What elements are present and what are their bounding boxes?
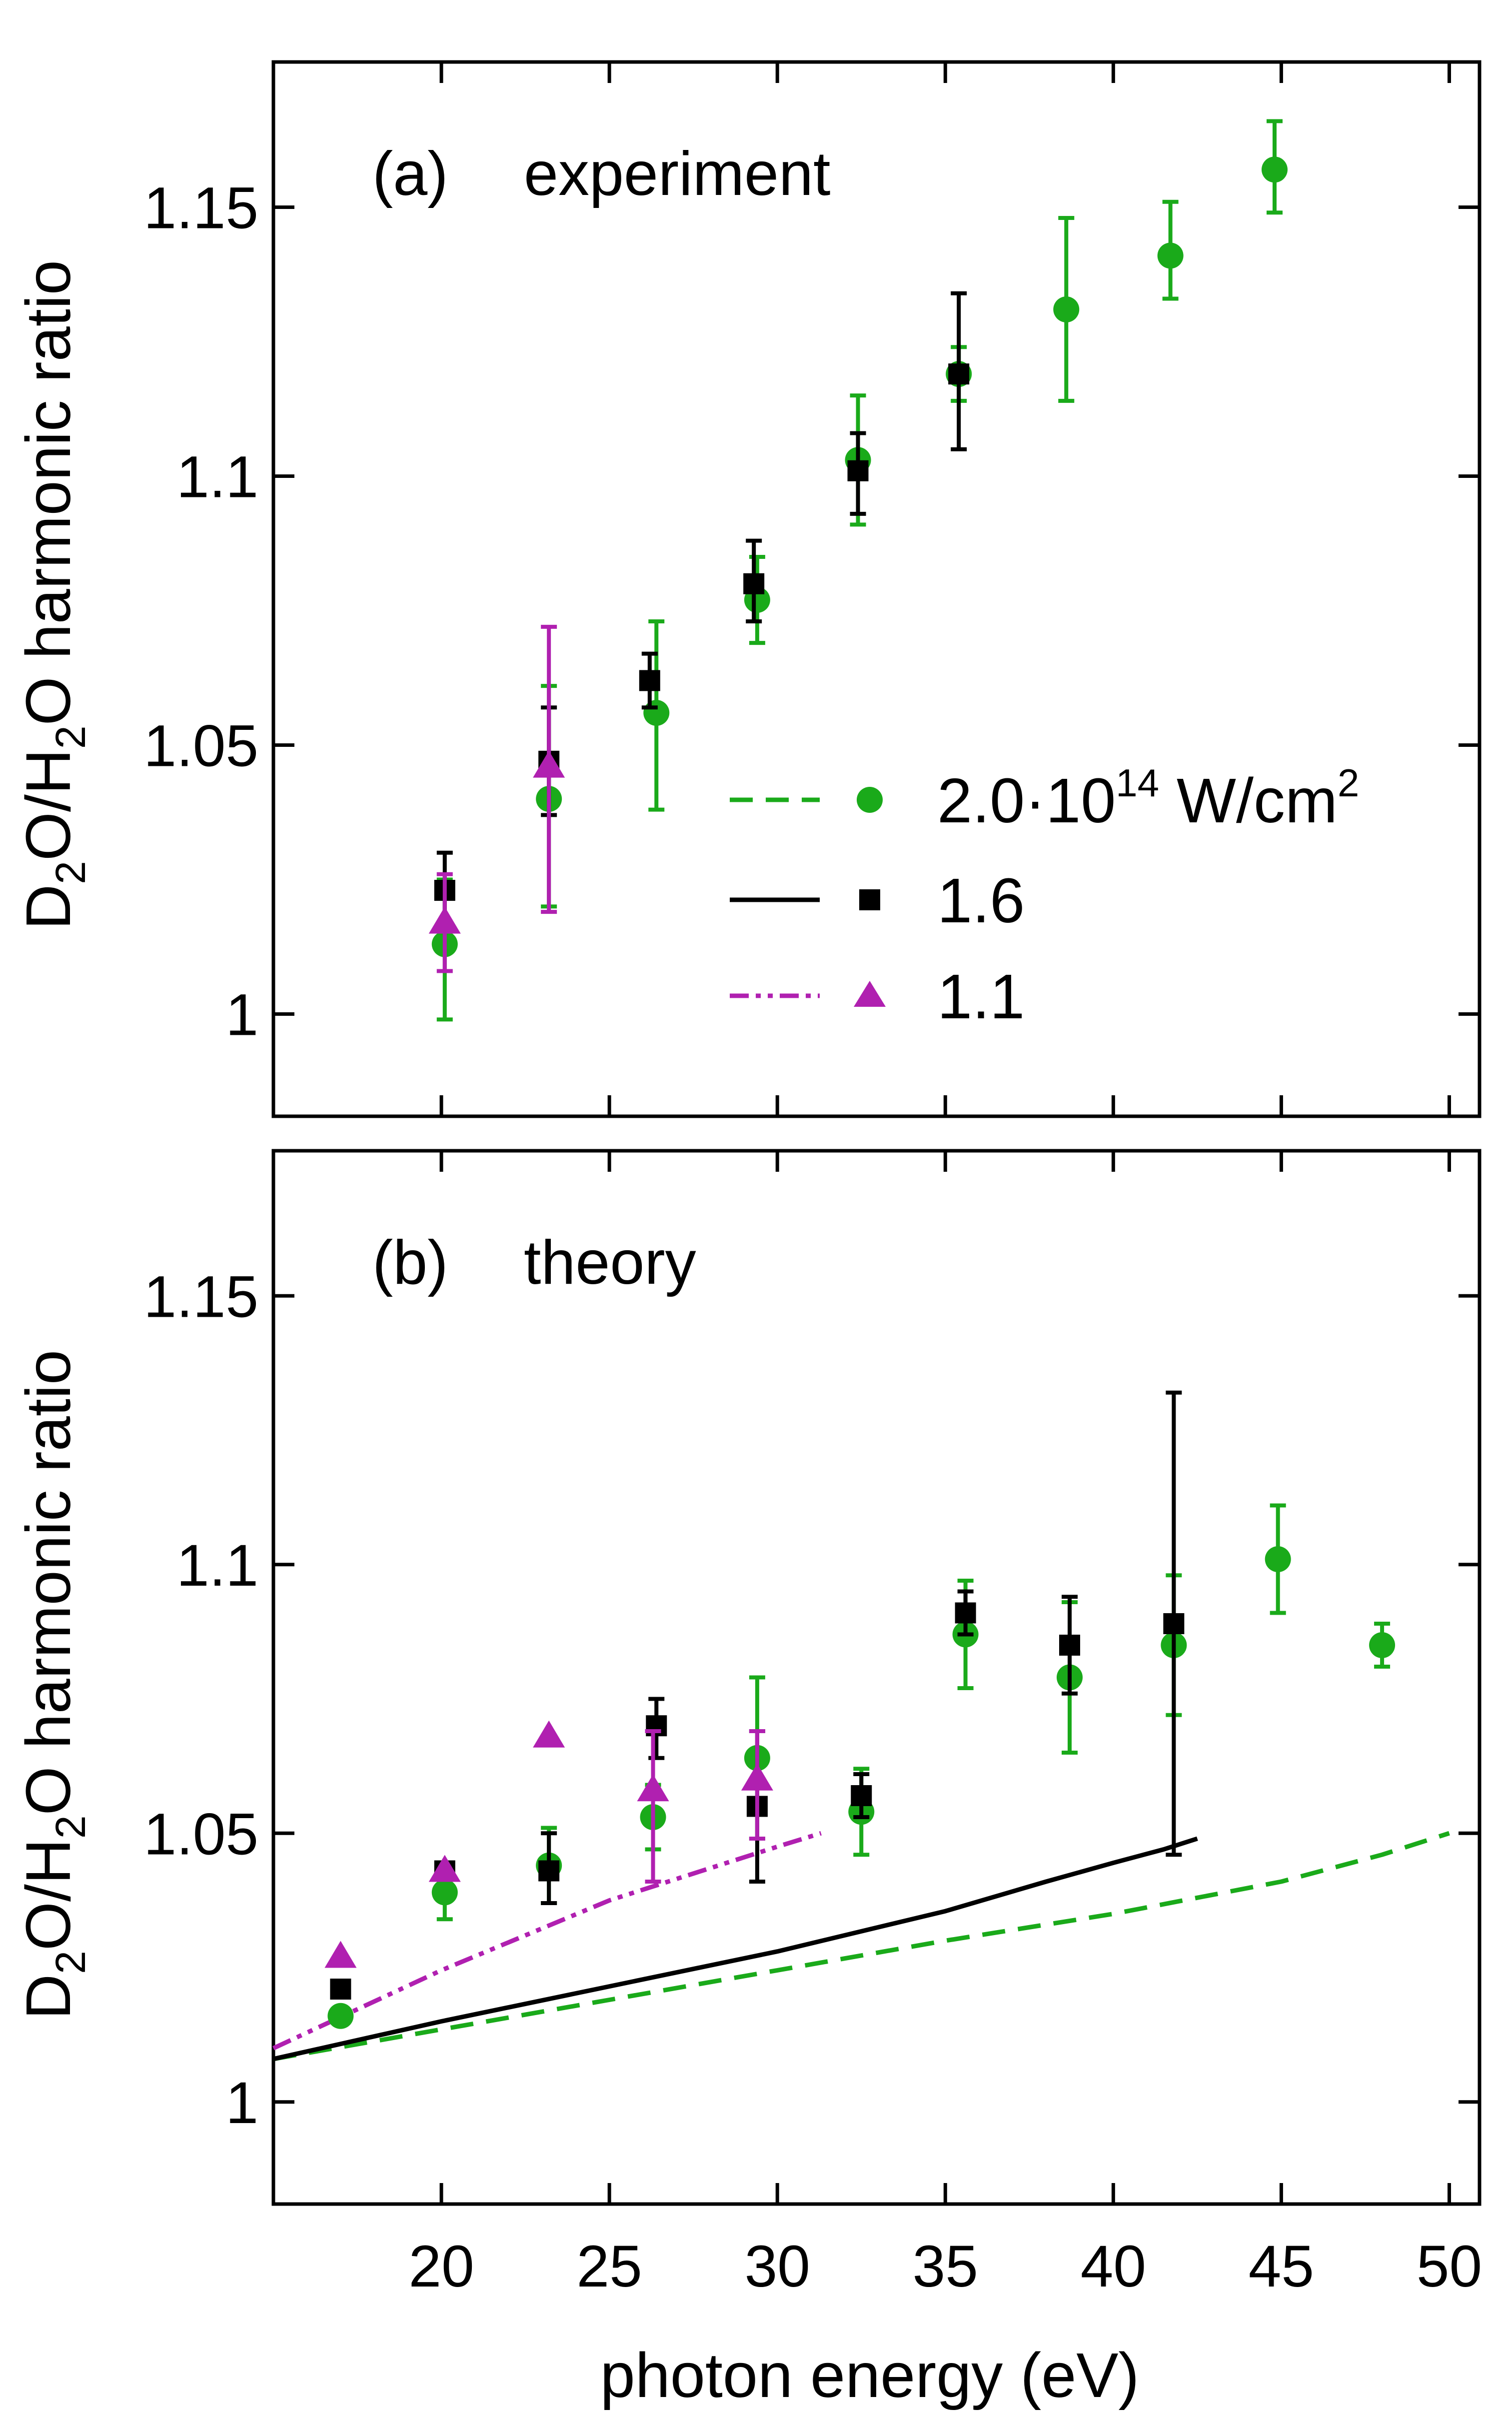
point-1.6 (330, 1979, 351, 2000)
axis-ticks-b: 1 1.05 1.1 1.15 20 25 30 35 40 45 50 (143, 1151, 1482, 2300)
y-tick-label: 1 (225, 2070, 258, 2136)
ylabel-mid-b: O/H (13, 1839, 83, 1951)
point-2.0 (1157, 242, 1184, 269)
point-1.1 (533, 750, 565, 778)
curve-2.0 (273, 1831, 1450, 2062)
x-axis-title: photon energy (eV) (600, 2340, 1140, 2411)
point-2.0 (431, 1879, 458, 1906)
points-b (324, 1390, 1396, 2029)
legend-marker-1.6 (859, 889, 880, 910)
point-1.1 (428, 1855, 461, 1882)
y-axis-title-b: D2O/H2O harmonic ratio (13, 1350, 94, 2020)
ylabel-sub2-b: 2 (47, 1815, 94, 1839)
legend: 2.0·1014 W/cm2 1.6 1.1 (730, 761, 1359, 1032)
point-1.6 (1163, 1613, 1185, 1634)
curves-b (272, 1831, 1450, 2062)
ylabel-sub1: 2 (47, 861, 94, 884)
point-1.1 (428, 906, 461, 934)
point-1.1 (533, 1720, 565, 1748)
point-1.6 (639, 670, 660, 691)
ylabel-rest: O harmonic ratio (13, 260, 83, 725)
point-1.6 (743, 573, 765, 594)
x-tick-label: 40 (1081, 2234, 1146, 2300)
curve-1.6 (273, 1836, 1198, 2062)
x-tick-label: 30 (745, 2234, 810, 2300)
point-1.6 (948, 363, 970, 385)
point-1.6 (847, 460, 869, 481)
x-tick-label: 45 (1249, 2234, 1314, 2300)
point-1.1 (741, 1763, 773, 1791)
ylabel-main-b: D (13, 1974, 83, 2020)
curve-1.1 (272, 1831, 822, 2051)
legend-label-2.0-sup: 14 (1116, 761, 1159, 805)
points-a (428, 119, 1288, 1022)
ylabel-main: D (13, 884, 83, 930)
legend-label-2.0-unit: W/cm (1159, 765, 1338, 836)
y-tick-label: 1.1 (176, 1533, 258, 1599)
point-1.6 (538, 1860, 560, 1882)
ylabel-mid: O/H (13, 749, 83, 861)
y-tick-label: 1 (225, 982, 258, 1048)
legend-label-2.0-unit-sup: 2 (1338, 761, 1359, 805)
point-1.6 (955, 1602, 976, 1624)
point-2.0 (1261, 156, 1288, 183)
legend-label-1.1: 1.1 (937, 961, 1025, 1032)
x-tick-label: 20 (408, 2234, 474, 2300)
y-tick-label: 1.15 (143, 175, 258, 241)
x-tick-label: 50 (1417, 2234, 1482, 2300)
y-tick-label: 1.1 (176, 444, 258, 510)
legend-marker-2.0 (857, 787, 883, 813)
legend-label-2.0: 2.0·1014 W/cm2 (937, 761, 1359, 836)
point-1.6 (1059, 1635, 1080, 1656)
x-tick-label: 25 (577, 2234, 642, 2300)
point-2.0 (1053, 296, 1080, 322)
y-tick-label: 1.15 (143, 1264, 258, 1330)
ylabel-sub2: 2 (47, 725, 94, 749)
panel-title-a: experiment (524, 139, 830, 208)
y-tick-label: 1.05 (143, 713, 258, 779)
panel-a: 11.051.11.15 (a) experiment D2O/H2O harm… (13, 60, 1482, 1118)
plot-frame-b (271, 1149, 1482, 2206)
point-2.0 (1369, 1632, 1396, 1658)
ylabel-sub1-b: 2 (47, 1951, 94, 1974)
point-1.1 (637, 1774, 669, 1802)
point-1.6 (851, 1785, 872, 1806)
panel-label-b: (b) (372, 1228, 448, 1297)
point-1.1 (324, 1941, 357, 1968)
point-2.0 (327, 2003, 354, 2029)
legend-label-2.0-text: 2.0·10 (937, 765, 1116, 836)
ylabel-rest-b: O harmonic ratio (13, 1350, 83, 1815)
x-tick-label: 35 (913, 2234, 978, 2300)
legend-marker-1.1 (854, 981, 886, 1007)
y-tick-label: 1.05 (143, 1801, 258, 1867)
panel-title-b: theory (524, 1228, 696, 1297)
point-2.0 (643, 699, 670, 726)
panel-label-a: (a) (372, 139, 448, 208)
axis-ticks-a: 1 1.05 1.1 1.15 (143, 62, 1480, 1116)
legend-label-1.6: 1.6 (937, 865, 1025, 936)
point-2.0 (1265, 1546, 1291, 1572)
plot-frame-a (271, 60, 1482, 1118)
y-axis-title-a: D2O/H2O harmonic ratio (13, 260, 94, 930)
